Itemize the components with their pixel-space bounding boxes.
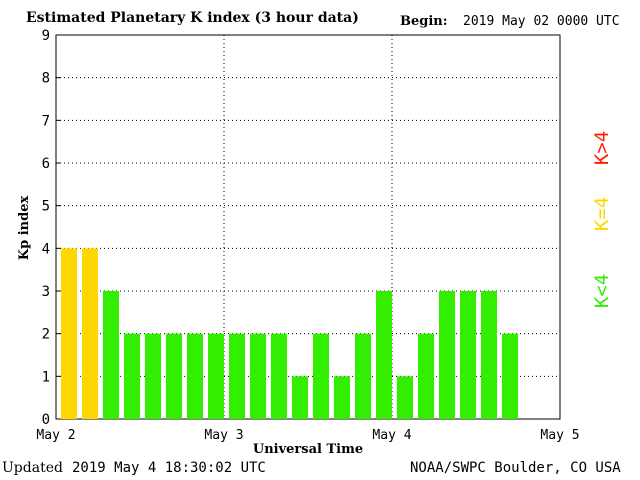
x-tick-label: May 5 <box>540 428 579 443</box>
chart-title: Estimated Planetary K index (3 hour data… <box>26 10 359 26</box>
y-tick-label: 2 <box>42 327 50 343</box>
x-axis-label: Universal Time <box>253 442 363 457</box>
kp-bar <box>208 333 224 419</box>
updated-value: 2019 May 4 18:30:02 UTC <box>72 460 266 476</box>
y-tick-label: 8 <box>42 71 50 87</box>
begin-label: Begin: <box>400 14 448 29</box>
kp-bar <box>187 333 203 419</box>
begin-value: 2019 May 02 0000 UTC <box>463 14 620 29</box>
kp-bar <box>481 291 497 419</box>
y-tick-label: 3 <box>42 284 50 300</box>
y-tick-label: 4 <box>42 241 50 257</box>
x-tick-label: May 2 <box>36 428 75 443</box>
kp-bar <box>250 333 266 419</box>
legend: K>4 K=4 K<4 <box>591 131 613 308</box>
kp-bar <box>397 376 413 419</box>
y-ticks: 0 1 2 3 4 5 6 7 8 9 <box>42 28 61 428</box>
kp-bar <box>124 333 140 419</box>
updated-label: Updated <box>2 460 63 476</box>
legend-high: K>4 <box>591 131 613 165</box>
x-ticks: May 2 May 3 May 4 May 5 <box>36 428 579 443</box>
y-tick-label: 5 <box>42 199 50 215</box>
kp-bar <box>145 333 161 419</box>
x-tick-label: May 4 <box>372 428 411 443</box>
kp-bar <box>292 376 308 419</box>
legend-equal: K=4 <box>591 197 613 231</box>
y-tick-label: 0 <box>42 412 50 428</box>
y-tick-label: 9 <box>42 28 50 44</box>
kp-bar <box>355 333 371 419</box>
y-tick-label: 6 <box>42 156 50 172</box>
kp-bar <box>82 248 98 419</box>
kp-bar <box>376 291 392 419</box>
y-tick-label: 1 <box>42 369 50 385</box>
kp-bar <box>439 291 455 419</box>
kp-bar <box>103 291 119 419</box>
kp-bar <box>229 333 245 419</box>
x-tick-label: May 3 <box>204 428 243 443</box>
legend-low: K<4 <box>591 274 613 308</box>
kp-bar <box>61 248 77 419</box>
kp-bar <box>313 333 329 419</box>
kp-bar <box>271 333 287 419</box>
bars <box>61 248 518 419</box>
kp-bar <box>418 333 434 419</box>
kp-bar <box>334 376 350 419</box>
kp-bar <box>166 333 182 419</box>
y-axis-label: Kp index <box>17 196 32 261</box>
kp-bar <box>460 291 476 419</box>
kp-bar <box>502 333 518 419</box>
y-tick-label: 7 <box>42 113 50 129</box>
source-credit: NOAA/SWPC Boulder, CO USA <box>410 460 621 476</box>
